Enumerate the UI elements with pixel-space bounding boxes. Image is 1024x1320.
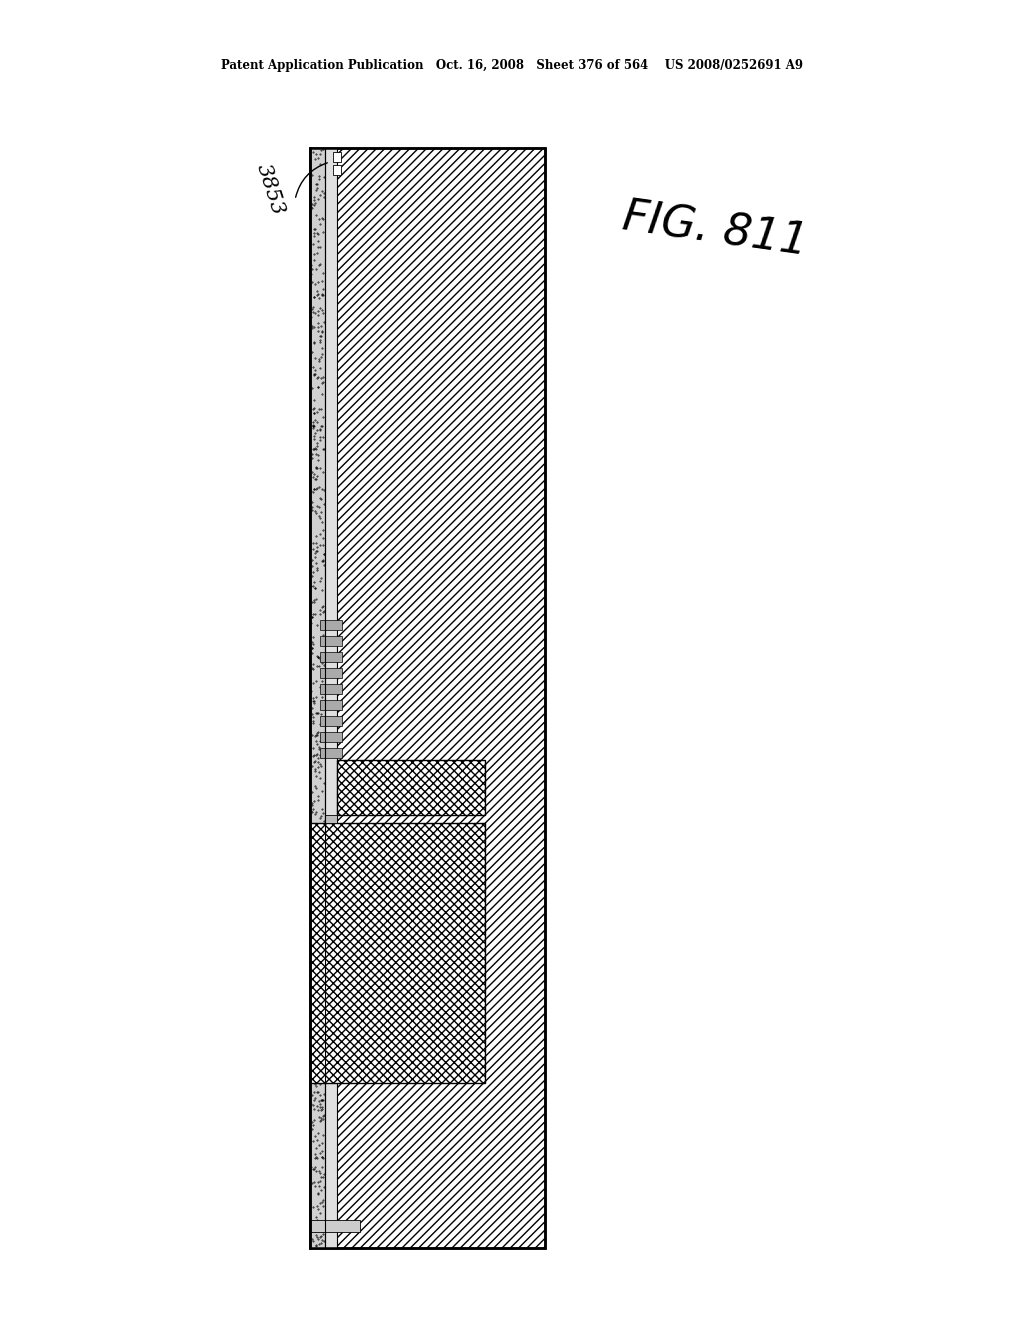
Bar — [319, 733, 342, 742]
Bar — [319, 620, 342, 630]
Bar — [319, 668, 342, 678]
Text: FIG. 811: FIG. 811 — [620, 195, 811, 264]
Bar — [333, 165, 341, 176]
Bar — [310, 148, 545, 1247]
Bar — [319, 652, 342, 663]
Bar — [319, 636, 342, 645]
Text: 3853: 3853 — [253, 162, 287, 218]
FancyArrowPatch shape — [296, 162, 328, 197]
Bar — [319, 715, 342, 726]
Bar — [319, 684, 342, 694]
Bar — [325, 148, 337, 1247]
Bar — [310, 822, 485, 1082]
Bar — [310, 148, 545, 1247]
Bar — [310, 1220, 360, 1232]
Text: Patent Application Publication   Oct. 16, 2008   Sheet 376 of 564    US 2008/025: Patent Application Publication Oct. 16, … — [221, 58, 803, 71]
Bar — [337, 760, 485, 814]
Bar — [325, 814, 337, 822]
Bar — [319, 700, 342, 710]
Bar — [333, 152, 341, 162]
Bar — [310, 148, 325, 1247]
Bar — [319, 748, 342, 758]
